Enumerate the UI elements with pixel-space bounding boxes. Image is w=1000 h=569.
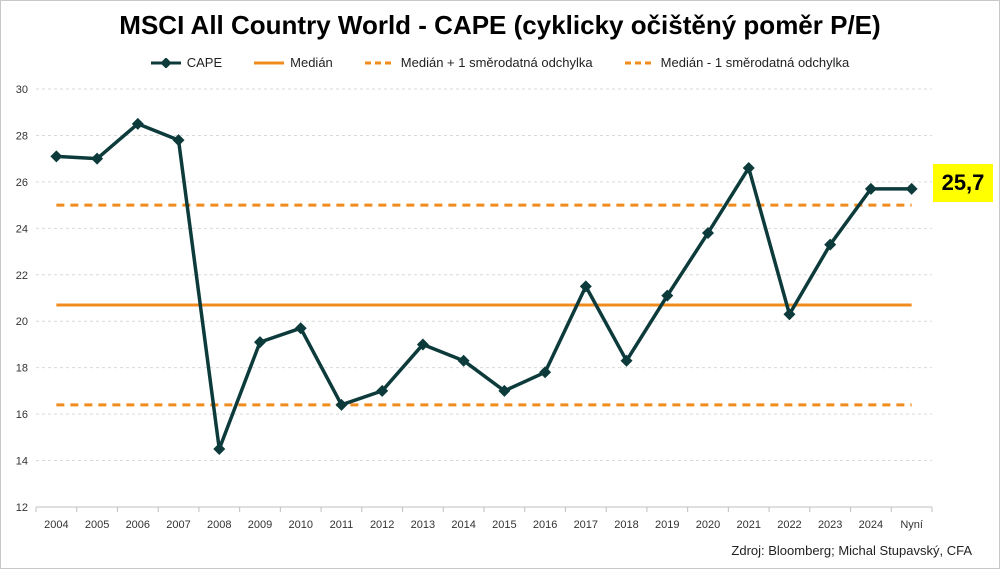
cape-point-2009 (254, 336, 266, 349)
cape-point-2015 (498, 384, 511, 397)
y-tick-label: 16 (16, 409, 28, 421)
x-tick-label: Nyní (900, 519, 923, 531)
legend-swatch-cape (150, 57, 181, 68)
cape-point-2013 (416, 338, 429, 351)
legend-swatch-plus-sd (364, 61, 395, 64)
x-tick-label: 2021 (736, 519, 760, 531)
cape-point-2016 (539, 366, 552, 379)
cape-point-2024 (864, 182, 877, 195)
cape-point-2012 (376, 384, 389, 397)
x-tick-label: 2016 (533, 519, 557, 531)
y-tick-label: 22 (16, 270, 28, 282)
y-tick-label: 14 (16, 456, 28, 468)
x-tick-label: 2022 (777, 519, 801, 531)
cape-series-line (56, 122, 912, 451)
y-tick-label: 18 (16, 363, 28, 375)
x-tick-label: 2005 (85, 519, 109, 531)
legend-item-minus-sd: Medián - 1 směrodatná odchylka (624, 55, 850, 70)
y-tick-label: 12 (16, 502, 28, 514)
legend-label-cape: CAPE (186, 55, 223, 70)
x-tick-label: 2012 (370, 519, 394, 531)
legend-item-plus-sd: Medián + 1 směrodatná odchylka (364, 55, 593, 70)
legend-swatch-minus-sd (624, 61, 655, 64)
x-tick-label: 2019 (655, 519, 679, 531)
cape-point-2019 (661, 289, 674, 302)
x-tick-label: 2013 (411, 519, 435, 531)
cape-point-2007 (172, 134, 185, 147)
y-tick-label: 28 (16, 130, 28, 142)
x-tick-label: 2018 (614, 519, 638, 531)
y-tick-label: 20 (16, 316, 28, 328)
cape-point-2020 (702, 226, 714, 239)
cape-point-2008 (213, 442, 226, 455)
legend-swatch-median (254, 61, 285, 64)
x-tick-label: 2010 (288, 519, 312, 531)
cape-point-2022 (783, 308, 796, 321)
legend-item-median: Medián (254, 55, 333, 70)
x-tick-label: 2004 (44, 519, 68, 531)
x-tick-label: 2024 (859, 519, 883, 531)
x-tick-label: 2015 (492, 519, 516, 531)
cape-point-2021 (742, 161, 755, 174)
legend-label-minus-sd: Medián - 1 směrodatná odchylka (660, 55, 850, 70)
x-tick-label: 2009 (248, 519, 272, 531)
cape-point-2014 (457, 354, 470, 367)
legend: CAPE Medián Medián + 1 směrodatná odchyl… (0, 55, 1000, 70)
y-tick-label: 30 (16, 84, 28, 96)
cape-point-2017 (579, 280, 592, 293)
x-tick-label: 2014 (451, 519, 475, 531)
x-tick-label: 2008 (207, 519, 231, 531)
cape-point-2018 (620, 354, 633, 367)
legend-item-cape: CAPE (150, 55, 223, 70)
x-tick-label: 2017 (574, 519, 598, 531)
cape-point-2005 (91, 152, 104, 165)
legend-label-median: Medián (290, 55, 333, 70)
y-tick-label: 26 (16, 177, 28, 189)
cape-point-Nyní (905, 182, 918, 195)
x-tick-label: 2007 (166, 519, 190, 531)
source-note: Zdroj: Bloomberg; Michal Stupavský, CFA (731, 543, 972, 558)
cape-point-2010 (294, 322, 307, 335)
y-tick-label: 24 (16, 223, 28, 235)
current-value-badge: 25,7 (933, 164, 993, 202)
cape-point-2004 (50, 150, 63, 163)
x-tick-label: 2020 (696, 519, 720, 531)
cape-point-2006 (131, 117, 144, 130)
chart-title: MSCI All Country World - CAPE (cyklicky … (119, 10, 881, 40)
x-tick-label: 2023 (818, 519, 842, 531)
legend-label-plus-sd: Medián + 1 směrodatná odchylka (400, 55, 593, 70)
cape-point-2011 (335, 398, 348, 411)
cape-point-2023 (824, 238, 837, 251)
x-tick-label: 2011 (330, 519, 354, 531)
x-tick-label: 2006 (126, 519, 150, 531)
